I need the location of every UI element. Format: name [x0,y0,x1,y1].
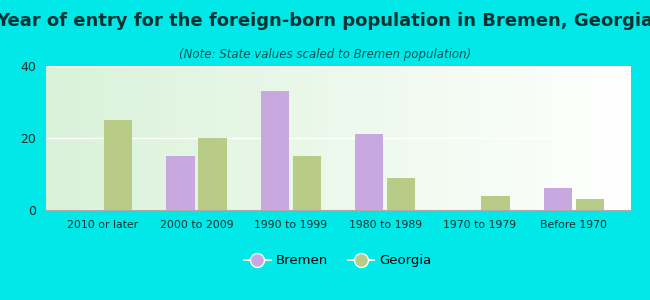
Bar [104,120,133,210]
Text: Year of entry for the foreign-born population in Bremen, Georgia: Year of entry for the foreign-born popul… [0,12,650,30]
Bar [292,156,321,210]
Bar [576,199,604,210]
Text: (Note: State values scaled to Bremen population): (Note: State values scaled to Bremen pop… [179,48,471,61]
Bar [543,188,572,210]
Bar [355,134,384,210]
Bar [482,196,510,210]
Legend: Bremen, Georgia: Bremen, Georgia [239,249,437,272]
Bar [261,91,289,210]
Bar [166,156,194,210]
Bar [198,138,227,210]
Bar [387,178,415,210]
